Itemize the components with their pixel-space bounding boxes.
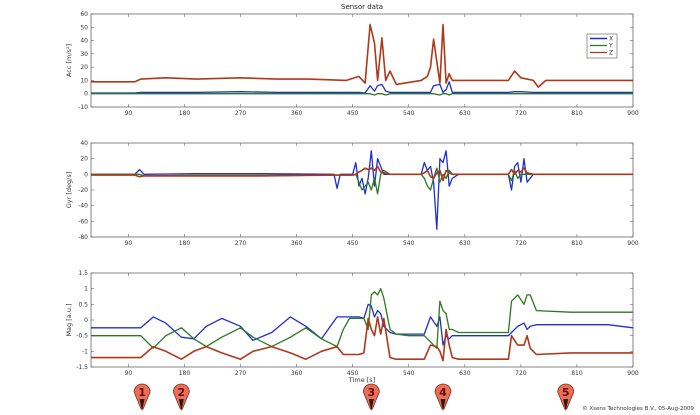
legend-y-label: Y — [608, 43, 613, 50]
event-marker-2[interactable]: 2 — [172, 383, 190, 411]
y-tick-label: 20 — [80, 64, 88, 71]
plot-area — [90, 272, 634, 368]
series-x-line — [91, 303, 634, 346]
x-tick-label: 900 — [627, 240, 639, 247]
y-tick-label: 60 — [80, 11, 88, 18]
acc-subplot: 90 180 270 360 450 540 630 720 810 900 -10 0 10 20 30 4… — [65, 11, 639, 117]
event-marker-5[interactable]: 5 — [557, 383, 575, 411]
plot-area — [90, 13, 634, 108]
y-tick-label: -0.5 — [76, 333, 88, 340]
marker-number: 1 — [138, 386, 146, 399]
x-tick-label: 180 — [179, 370, 191, 377]
marker-number: 4 — [439, 386, 447, 399]
x-tick-label: 540 — [403, 110, 415, 117]
y-axis-label: Mag [a.u.] — [65, 303, 73, 336]
x-tick-label: 630 — [459, 240, 471, 247]
x-tick-label: 450 — [347, 370, 359, 377]
event-marker-3[interactable]: 3 — [362, 383, 380, 411]
x-tick-label: 720 — [515, 240, 527, 247]
y-tick-label: -1 — [82, 348, 88, 355]
series-z-line — [91, 316, 633, 362]
x-tick-label: 450 — [347, 110, 359, 117]
y-tick-label: 1.5 — [78, 270, 88, 277]
x-tick-label: 90 — [125, 370, 133, 377]
legend-x-label: X — [609, 36, 613, 43]
mag-subplot: 90 180 270 360 450 540 630 720 810 900 -1.5 -1 -0.5 0… — [65, 270, 639, 384]
x-tick-label: 360 — [291, 110, 303, 117]
x-tick-label: 90 — [125, 240, 133, 247]
x-tick-label: 540 — [403, 240, 415, 247]
x-tick-label: 180 — [179, 240, 191, 247]
y-tick-label: 0 — [84, 317, 88, 324]
gyr-subplot: 90 180 270 360 450 540 630 720 810 900 -80 -60 -40 -2… — [65, 140, 639, 247]
y-tick-label: 30 — [80, 51, 88, 58]
series-x-line — [91, 81, 633, 94]
y-tick-label: 0 — [84, 91, 88, 98]
x-tick-label: 900 — [627, 110, 639, 117]
y-tick-label: 10 — [80, 77, 88, 84]
x-tick-label: 810 — [571, 240, 583, 247]
marker-number: 3 — [368, 386, 376, 399]
y-tick-label: -10 — [78, 104, 88, 111]
legend-z-label: Z — [609, 50, 613, 57]
x-tick-label: 630 — [459, 110, 471, 117]
y-tick-label: 1 — [84, 286, 88, 293]
series-z-line — [91, 23, 633, 88]
x-tick-label: 360 — [291, 240, 303, 247]
copyright-notice: © Xsens Technologies B.V., 05-Aug-2009 — [582, 406, 694, 412]
figure-title: Sensor data — [341, 3, 383, 11]
series-y-line — [91, 93, 633, 96]
x-tick-label: 270 — [235, 240, 247, 247]
y-tick-label: -80 — [78, 234, 88, 241]
x-tick-label: 90 — [125, 110, 133, 117]
y-tick-label: 40 — [80, 140, 88, 147]
x-tick-label: 720 — [515, 370, 527, 377]
marker-number: 2 — [178, 386, 186, 399]
event-marker-4[interactable]: 4 — [434, 383, 452, 411]
y-axis-label: Acc [m/s²] — [65, 44, 73, 77]
acc-legend: X Y Z — [586, 33, 618, 59]
x-tick-label: 720 — [515, 110, 527, 117]
x-tick-label: 900 — [627, 370, 639, 377]
y-axis-label: Gyr [deg/s] — [65, 172, 73, 209]
x-tick-label: 270 — [235, 370, 247, 377]
y-tick-label: -20 — [78, 187, 88, 194]
x-tick-label: 270 — [235, 110, 247, 117]
y-tick-label: 50 — [80, 24, 88, 31]
x-tick-label: 360 — [291, 370, 303, 377]
series-z-line — [91, 165, 633, 182]
x-tick-label: 450 — [347, 240, 359, 247]
x-axis-label: Time [s] — [348, 376, 375, 384]
marker-number: 5 — [562, 386, 570, 399]
event-markers: 1 2 3 4 5 — [133, 383, 575, 411]
event-marker-1[interactable]: 1 — [133, 383, 151, 411]
y-tick-label: 20 — [80, 156, 88, 163]
y-tick-label: 40 — [80, 38, 88, 45]
y-tick-label: -60 — [78, 218, 88, 225]
y-tick-label: 0 — [84, 171, 88, 178]
x-tick-label: 810 — [571, 110, 583, 117]
x-tick-label: 810 — [571, 370, 583, 377]
x-tick-label: 630 — [459, 370, 471, 377]
x-tick-label: 540 — [403, 370, 415, 377]
y-tick-label: -40 — [78, 203, 88, 210]
y-tick-label: -1.5 — [76, 364, 88, 371]
y-tick-label: 0.5 — [78, 301, 88, 308]
series-y-line — [91, 288, 633, 349]
x-tick-label: 180 — [179, 110, 191, 117]
